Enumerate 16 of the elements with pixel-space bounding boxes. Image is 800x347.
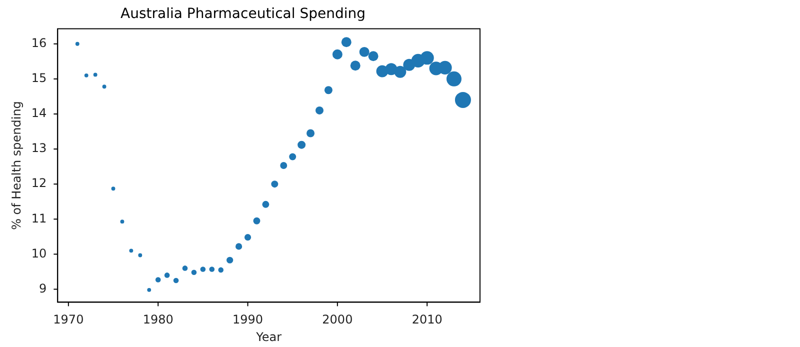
y-tick-label: 11 [31, 211, 47, 226]
y-tick-label: 9 [39, 281, 47, 296]
chart-title: Australia Pharmaceutical Spending [120, 6, 366, 22]
y-tick-label: 12 [31, 176, 47, 190]
y-tick-label: 14 [31, 106, 47, 120]
y-tick-label: 16 [31, 36, 47, 50]
x-tick-label: 2000 [322, 312, 353, 327]
x-tick-label: 1970 [53, 312, 84, 327]
x-tick-label: 1990 [232, 312, 264, 327]
y-axis-title: % of Health spending [9, 101, 24, 230]
y-tick-label: 15 [31, 71, 47, 86]
x-tick-label: 2010 [412, 312, 442, 327]
y-tick-label: 10 [31, 246, 47, 260]
y-tick-label: 13 [31, 141, 47, 156]
x-axis-title: Year [255, 330, 282, 344]
x-tick-label: 1980 [142, 312, 174, 327]
